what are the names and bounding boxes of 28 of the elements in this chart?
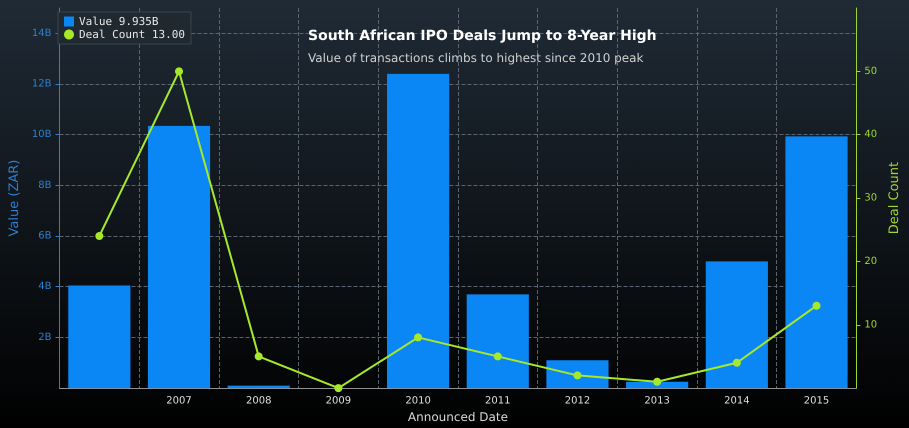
y-tick-label: 10B [32, 129, 52, 140]
x-tick-label: 2014 [724, 396, 750, 407]
y-axis-title: Value (ZAR) [7, 160, 22, 236]
x-tick-label: 2007 [166, 396, 192, 407]
y-tick-label: 12B [32, 78, 52, 90]
x-tick-label: 2013 [644, 396, 670, 407]
legend-label: Value 9.935B [79, 15, 159, 28]
x-tick-label: 2011 [485, 396, 510, 407]
y-tick-label: 2B [38, 332, 52, 343]
x-tick-label: 2009 [326, 396, 352, 407]
y-tick-label: 6B [38, 230, 52, 242]
x-tick-label: 2010 [405, 396, 431, 407]
y-tick-label: 8B [38, 180, 52, 191]
x-tick-label: 2008 [246, 396, 272, 407]
y2-tick-label: 30 [864, 192, 878, 204]
y2-tick-label: 20 [864, 256, 878, 267]
x-axis-title: Announced Date [408, 410, 508, 424]
y2-tick-label: 10 [864, 319, 878, 330]
y2-axis-title: Deal Count [887, 162, 902, 234]
x-tick-label: 2015 [804, 396, 830, 407]
text: South African IPO Deals Jump to 8-Year High [308, 28, 657, 44]
x-tick-label: 2012 [564, 396, 590, 407]
y2-tick-label: 40 [864, 129, 878, 140]
y2-tick-label: 50 [864, 66, 878, 77]
legend-label: Deal Count 13.00 [79, 28, 185, 41]
y-tick-label: 14B [32, 28, 52, 39]
text: Value of transactions climbs to highest since 2010 peak [308, 51, 644, 65]
y-tick-label: 4B [38, 281, 52, 292]
